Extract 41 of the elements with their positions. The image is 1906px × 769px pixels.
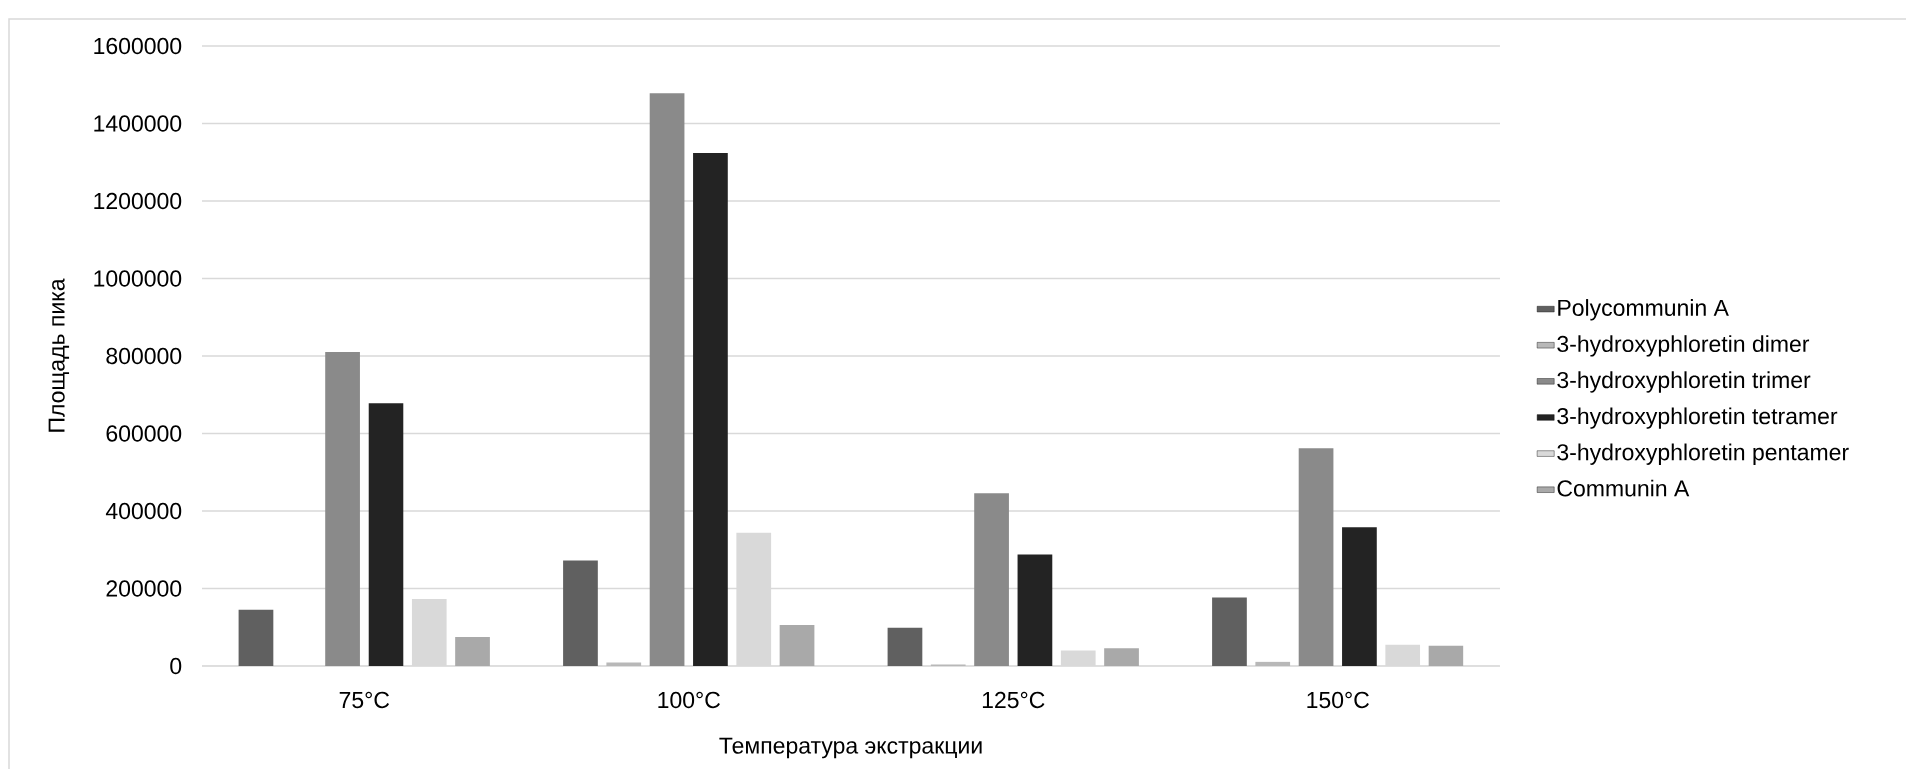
bar <box>563 560 598 666</box>
bar <box>974 493 1009 666</box>
x-tick-label: 75°C <box>339 691 390 709</box>
y-tick-label: 200000 <box>106 580 182 597</box>
bar <box>411 598 447 666</box>
bar <box>1212 597 1247 666</box>
bar <box>1385 644 1421 666</box>
bar <box>455 636 490 666</box>
legend-label: 3-hydroxyphloretin dimer <box>1557 335 1810 357</box>
bar <box>1017 554 1053 666</box>
bar <box>1060 650 1096 666</box>
y-tick-label: 1200000 <box>94 192 182 210</box>
bar <box>1104 648 1139 666</box>
x-tick-label: 125°C <box>982 691 1045 709</box>
legend-label: Communin A <box>1557 479 1690 497</box>
legend-label: 3-hydroxyphloretin tetramer <box>1557 407 1838 429</box>
y-tick-label: 1600000 <box>94 37 182 55</box>
x-tick-label: 100°C <box>658 691 720 709</box>
y-tick-label: 0 <box>170 657 182 675</box>
bar <box>1428 645 1464 666</box>
legend-label: 3-hydroxyphloretin trimer <box>1557 371 1811 393</box>
y-tick-label: 600000 <box>106 425 182 442</box>
y-tick-label: 400000 <box>105 502 182 520</box>
bar <box>1255 661 1291 666</box>
bar <box>238 609 274 666</box>
bar <box>368 403 404 666</box>
y-tick-label: 1400000 <box>94 115 182 132</box>
legend-label: 3-hydroxyphloretin pentamer <box>1557 443 1849 465</box>
bar <box>649 93 685 666</box>
y-tick-label: 800000 <box>106 347 182 365</box>
bar <box>1298 448 1334 666</box>
bar <box>693 152 728 666</box>
y-axis-title: Площадь пика <box>48 278 70 432</box>
x-tick-label: 150°C <box>1307 691 1369 709</box>
bar <box>779 624 815 666</box>
x-axis-title: Температура экстракции <box>719 737 982 759</box>
bar <box>1342 527 1377 666</box>
bar <box>325 352 360 666</box>
legend-label: Polycommunin A <box>1558 299 1729 321</box>
bar <box>887 627 923 666</box>
y-tick-label: 1000000 <box>94 270 182 287</box>
